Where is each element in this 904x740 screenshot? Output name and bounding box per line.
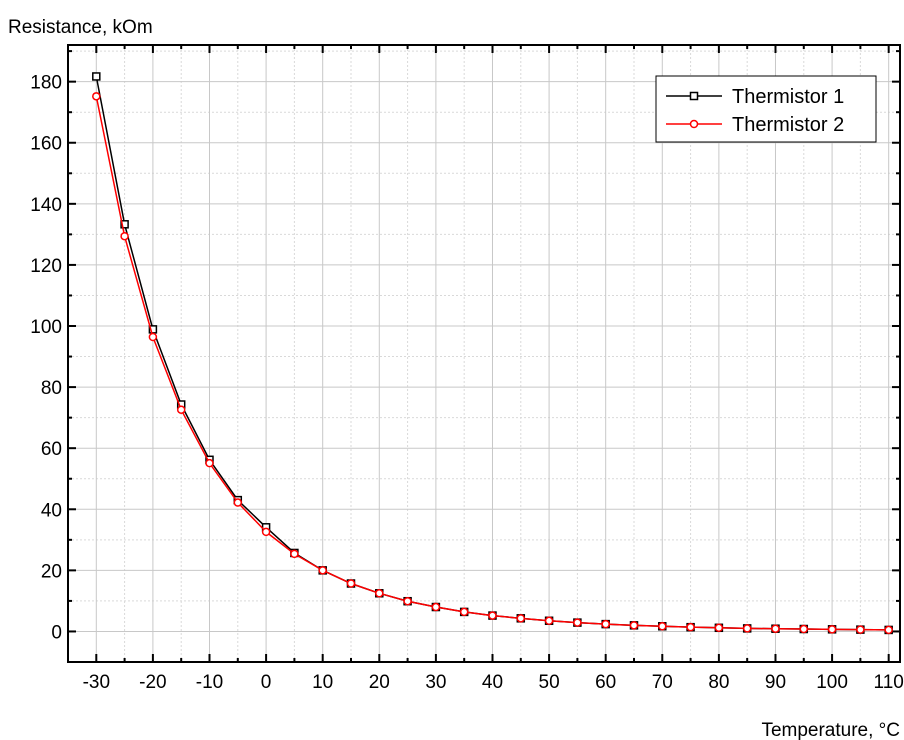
data-point [714,623,724,633]
data-point [686,622,695,632]
y-tick-label: 180 [30,73,62,94]
data-point [92,92,101,101]
legend-marker [689,91,699,101]
x-tick-label: -10 [196,672,223,693]
data-point [884,625,893,635]
data-point [601,619,610,629]
y-tick-label: 100 [30,317,62,338]
data-point [120,220,129,229]
y-tick-label: 40 [41,500,62,521]
y-tick-label: 120 [30,256,62,277]
x-tick-label: 50 [539,672,560,693]
data-point [318,566,327,575]
data-point [403,596,412,606]
x-tick-label: 30 [425,672,446,693]
x-tick-label: 40 [482,672,503,693]
data-point [488,611,497,620]
data-point [516,614,526,623]
legend-item-2: Thermistor 2 [666,114,844,136]
data-point [176,405,186,414]
x-tick-label: 100 [816,672,848,693]
x-tick-label: 60 [595,672,616,693]
data-point [375,589,384,598]
y-tick-label: 0 [51,622,62,643]
data-point [544,616,554,626]
grid [67,45,900,663]
data-point [459,607,469,617]
y-axis-label: Resistance, kOm [8,17,153,38]
axes: -30 -20 -10 0 10 20 30 40 50 60 70 80 90 100 110 0 20 40 6… [30,44,904,693]
legend-label: Thermistor 1 [732,86,844,108]
data-point [148,332,158,342]
y-tick-label: 140 [30,195,62,216]
data-point [431,602,441,612]
x-tick-label: 80 [708,672,729,693]
x-tick-label: 20 [369,672,390,693]
series-2 [92,92,893,635]
x-axis-label: Temperature, °C [761,720,900,740]
x-tick-label: 10 [312,672,333,693]
legend: Thermistor 1 Thermistor 2 [655,75,877,143]
x-tick-label: 70 [652,672,673,693]
data-point [799,624,809,634]
data-point [233,498,243,507]
series-layer [92,72,893,635]
y-tick-label: 160 [30,134,62,155]
data-point [92,72,101,81]
data-point [629,621,639,630]
x-tick-label: 90 [765,672,786,693]
y-tick-label: 80 [41,378,62,399]
legend-label: Thermistor 2 [732,114,844,136]
legend-item-1: Thermistor 1 [666,86,844,108]
data-point [742,624,752,633]
data-point [290,549,299,559]
data-point [573,618,582,627]
x-tick-label: -30 [83,672,110,693]
legend-marker [689,119,699,129]
x-tick-label: 0 [261,672,272,693]
y-tick-label: 20 [41,561,62,582]
data-point [856,625,865,634]
data-point [346,579,356,588]
y-tick-label: 60 [41,439,62,460]
data-point [658,622,667,631]
data-point [205,458,214,468]
data-point [827,625,837,634]
x-tick-label: 110 [874,672,904,693]
data-point [120,231,129,241]
x-tick-label: -20 [139,672,166,693]
plot-frame [67,44,901,663]
data-point [261,527,271,537]
legend-box [655,75,877,143]
data-point [771,624,780,633]
